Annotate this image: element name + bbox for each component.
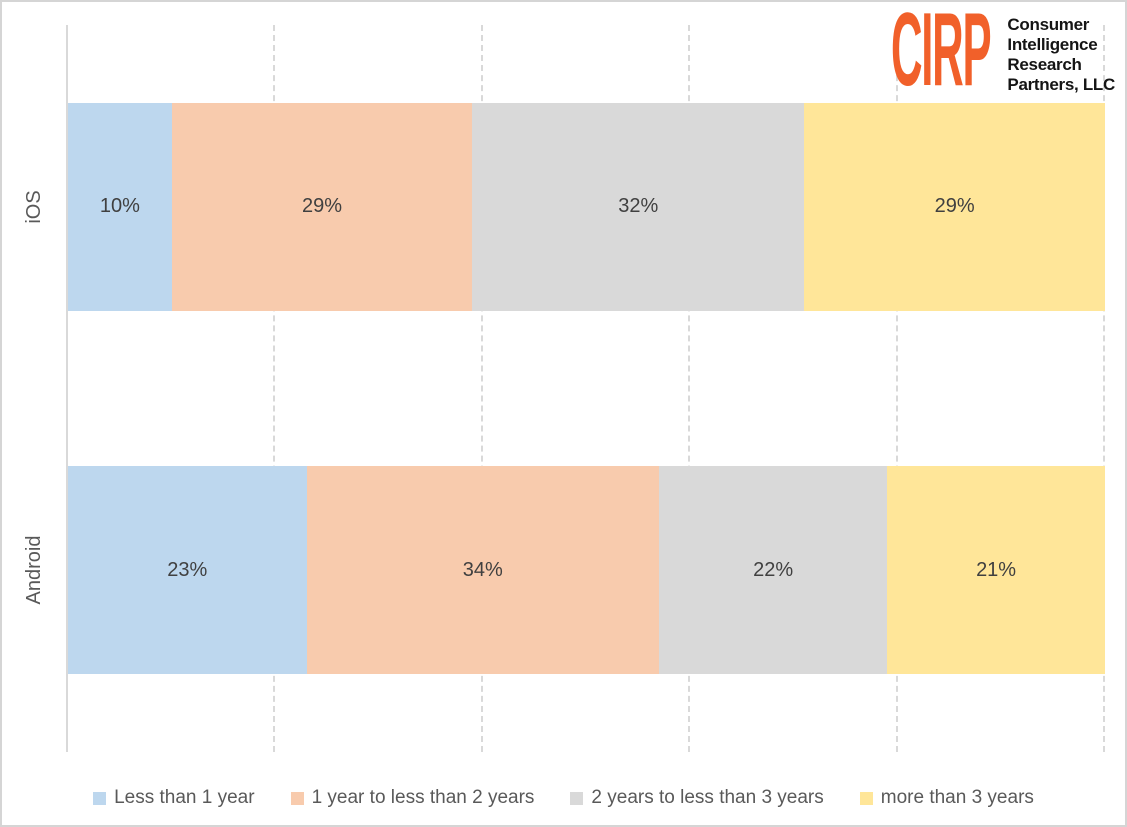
gridline-60 bbox=[688, 25, 691, 752]
segment-value-label: 23% bbox=[167, 558, 208, 581]
bar-segment: 22% bbox=[659, 466, 888, 675]
bar-segment: 29% bbox=[171, 102, 473, 311]
bar-band-ios: iOS 10% 29% 32% 29% bbox=[23, 25, 1105, 389]
legend-swatch-icon bbox=[93, 791, 107, 805]
segment-value-label: 22% bbox=[753, 558, 794, 581]
bar-segment: 34% bbox=[306, 466, 660, 675]
cirp-logo-name: Consumer Intelligence Research Partners, LL… bbox=[1007, 14, 1115, 95]
segment-value-label: 34% bbox=[462, 558, 503, 581]
cirp-logo-name-line: Partners, LLC bbox=[1007, 75, 1115, 94]
cirp-logo-name-line: Intelligence bbox=[1007, 35, 1098, 54]
bar-segment: 32% bbox=[472, 102, 805, 311]
segment-value-label: 29% bbox=[302, 195, 343, 218]
legend-swatch-icon bbox=[290, 791, 304, 805]
plot-area: iOS 10% 29% 32% 29% Android 23% 34% 22% 21% bbox=[23, 25, 1105, 753]
bar-segment: 23% bbox=[68, 466, 307, 675]
legend: Less than 1 year 1 year to less than 2 ye… bbox=[2, 787, 1125, 809]
bar-band-android: Android 23% 34% 22% 21% bbox=[23, 389, 1105, 753]
legend-item: Less than 1 year bbox=[93, 787, 255, 809]
gridlines bbox=[68, 25, 1105, 752]
legend-item: 2 years to less than 3 years bbox=[570, 787, 824, 809]
cirp-logo: CIRP Consumer Intelligence Research Partner… bbox=[891, 2, 1115, 102]
cirp-logo-acronym: CIRP bbox=[891, 2, 998, 102]
legend-label: Less than 1 year bbox=[114, 787, 255, 808]
bar-row-ios: 10% 29% 32% 29% bbox=[68, 102, 1105, 311]
gridline-80 bbox=[895, 25, 898, 752]
gridline-20 bbox=[273, 25, 276, 752]
segment-value-label: 32% bbox=[618, 195, 659, 218]
legend-label: 2 years to less than 3 years bbox=[591, 787, 824, 808]
legend-label: 1 year to less than 2 years bbox=[311, 787, 535, 808]
gridline-100 bbox=[1103, 25, 1105, 752]
gridline-40 bbox=[480, 25, 483, 752]
bar-segment: 21% bbox=[887, 466, 1105, 675]
cirp-logo-name-line: Consumer bbox=[1007, 15, 1090, 34]
legend-swatch-icon bbox=[570, 791, 584, 805]
category-label-android: Android bbox=[23, 535, 45, 605]
legend-label: more than 3 years bbox=[880, 787, 1034, 808]
segment-value-label: 10% bbox=[99, 195, 140, 218]
bar-segment: 29% bbox=[804, 102, 1105, 311]
legend-swatch-icon bbox=[859, 791, 873, 805]
segment-value-label: 29% bbox=[934, 195, 975, 218]
cirp-logo-name-line: Research bbox=[1007, 55, 1082, 74]
bar-segment: 10% bbox=[68, 102, 172, 311]
segment-value-label: 21% bbox=[976, 558, 1017, 581]
bars-container: iOS 10% 29% 32% 29% Android 23% 34% 22% 21% bbox=[23, 25, 1105, 753]
legend-item: more than 3 years bbox=[859, 787, 1034, 809]
bar-row-android: 23% 34% 22% 21% bbox=[68, 466, 1105, 675]
legend-item: 1 year to less than 2 years bbox=[290, 787, 535, 809]
cirp-logo-text: CIRP bbox=[891, 0, 992, 108]
category-label-ios: iOS bbox=[23, 190, 45, 224]
